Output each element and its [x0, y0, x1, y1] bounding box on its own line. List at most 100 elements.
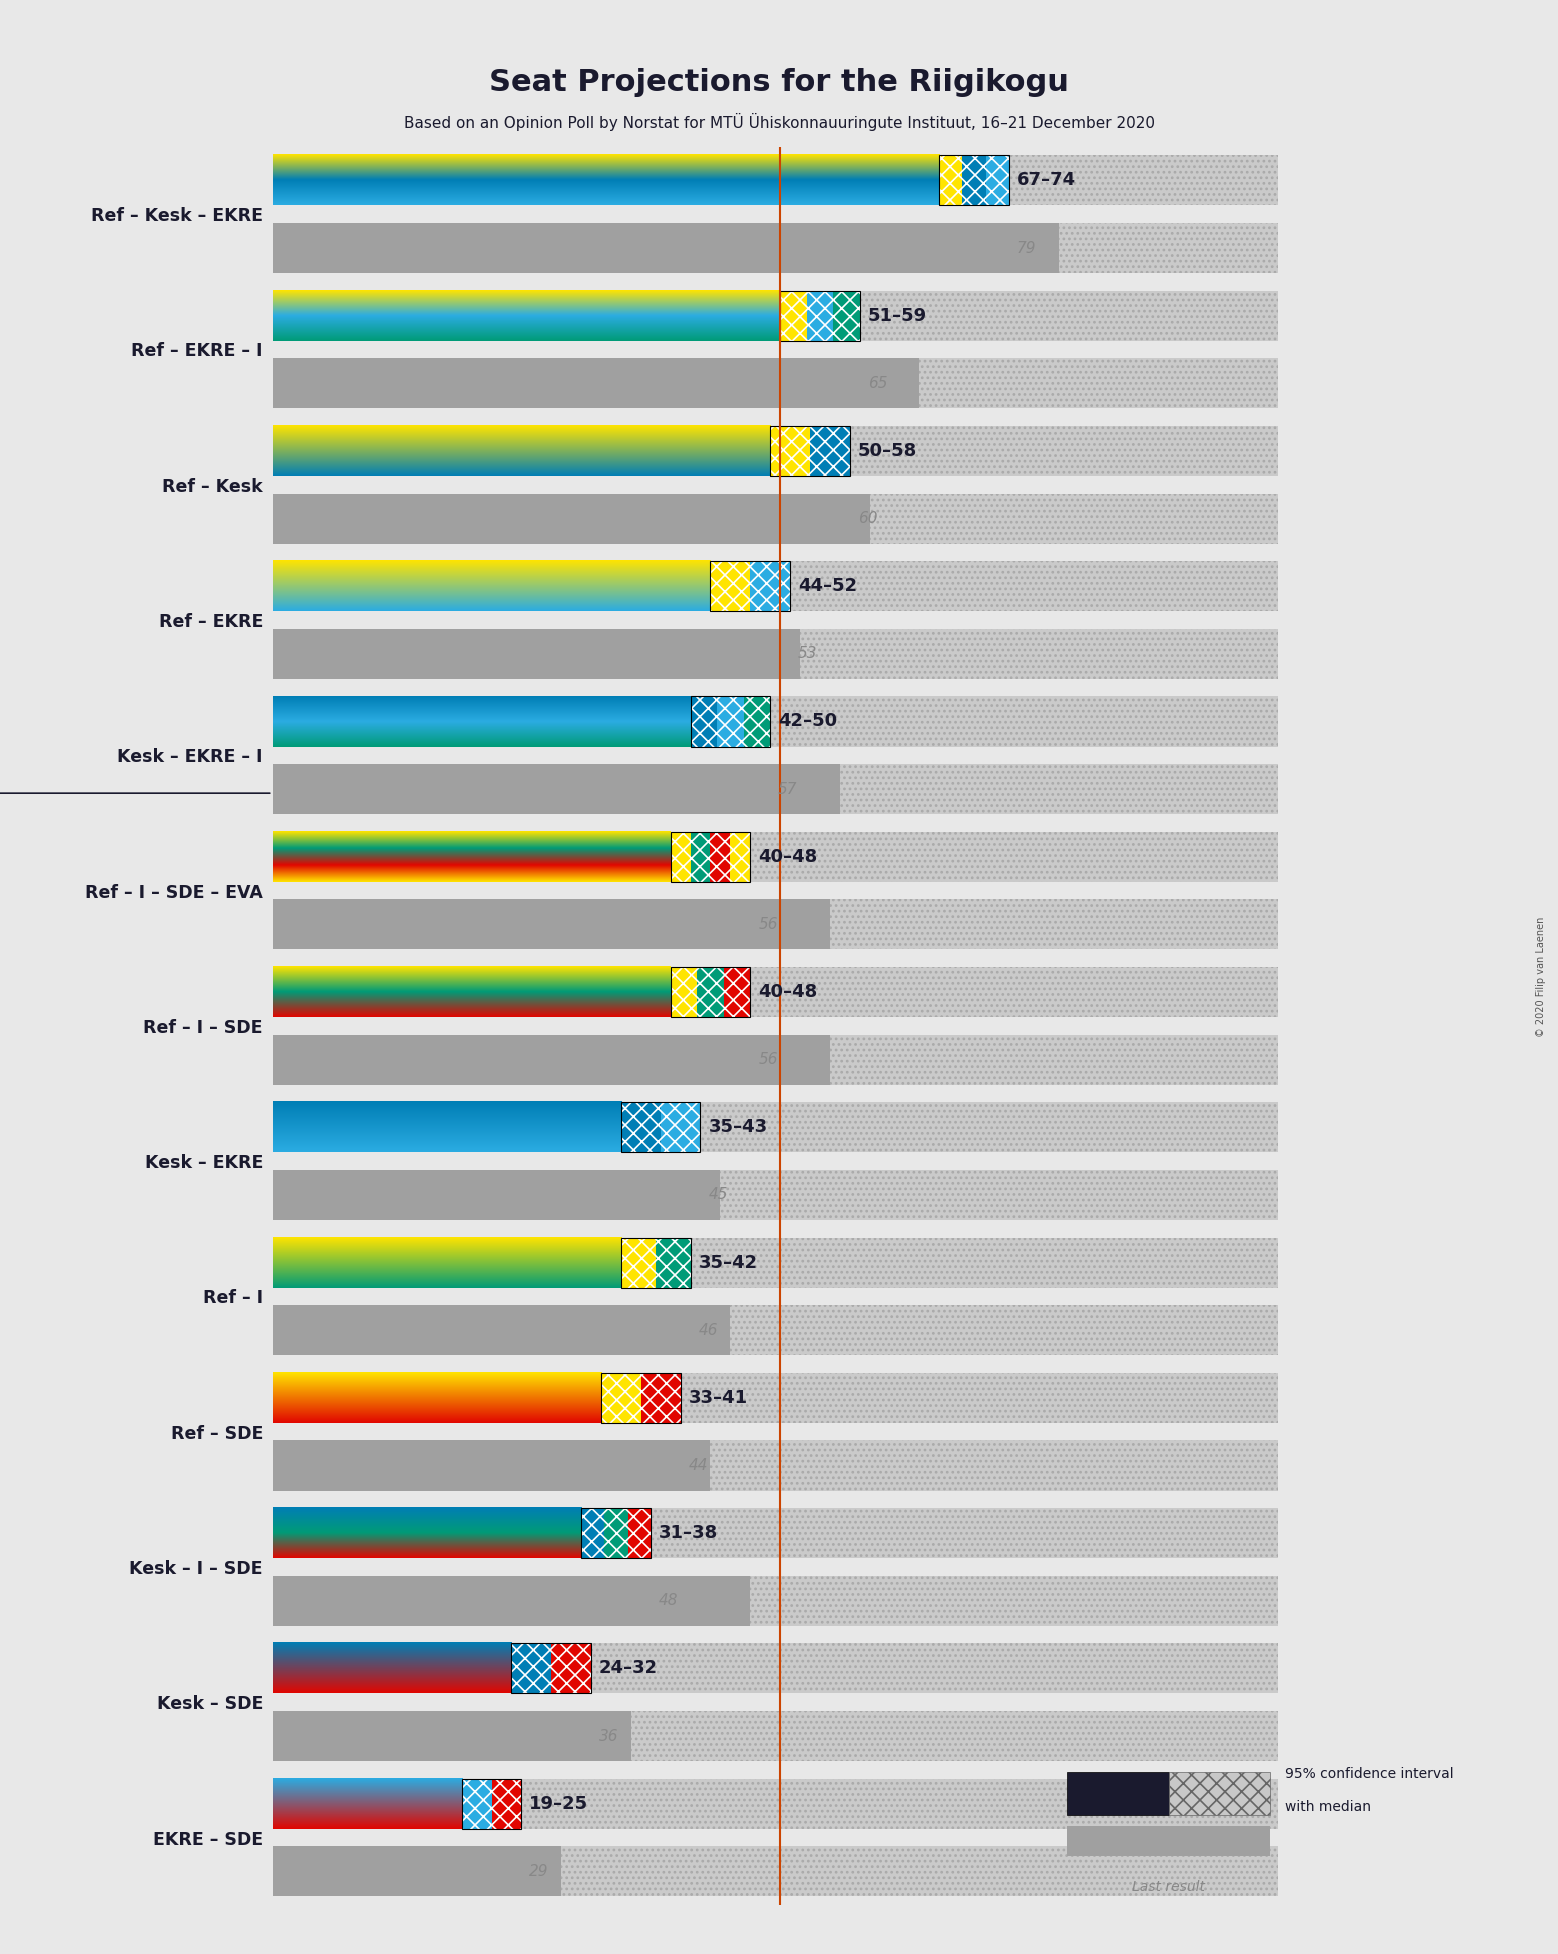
Text: 35–43: 35–43 — [709, 1118, 768, 1137]
Bar — [710, 561, 751, 612]
Bar — [273, 156, 1278, 205]
Bar — [273, 156, 1278, 205]
Bar — [963, 156, 986, 205]
Bar — [690, 832, 710, 881]
Bar — [511, 1643, 552, 1694]
Bar — [552, 1643, 590, 1694]
Text: Last result: Last result — [1133, 1880, 1204, 1893]
Bar — [273, 426, 1278, 477]
Text: 48: 48 — [659, 1593, 678, 1608]
Bar — [710, 832, 731, 881]
Bar — [628, 1508, 651, 1557]
Bar — [581, 1508, 605, 1557]
Text: 40–48: 40–48 — [759, 848, 818, 866]
Bar — [273, 1237, 1278, 1288]
Bar — [986, 156, 1010, 205]
Bar — [461, 1778, 522, 1829]
Bar — [273, 223, 1278, 274]
Bar — [751, 561, 790, 612]
Bar — [601, 1374, 640, 1423]
Bar — [622, 1102, 701, 1153]
Text: 45: 45 — [709, 1188, 728, 1202]
Text: 56: 56 — [759, 916, 777, 932]
Bar — [622, 1237, 690, 1288]
Text: 95% confidence interval: 95% confidence interval — [1285, 1766, 1454, 1782]
Bar — [273, 1847, 1278, 1895]
Bar — [731, 832, 751, 881]
Bar — [273, 1170, 1278, 1219]
Bar — [273, 1305, 1278, 1356]
Bar — [273, 1374, 1278, 1423]
Bar — [724, 967, 751, 1016]
Text: 46: 46 — [698, 1323, 718, 1338]
Bar — [273, 629, 799, 678]
Text: 44–52: 44–52 — [798, 576, 857, 596]
Bar — [273, 291, 1278, 340]
Bar — [461, 1778, 491, 1829]
Bar — [273, 426, 1278, 477]
Bar — [670, 832, 690, 881]
Bar — [605, 1508, 628, 1557]
Text: 33–41: 33–41 — [689, 1389, 748, 1407]
Bar — [696, 967, 724, 1016]
Bar — [581, 1508, 605, 1557]
Bar — [273, 223, 1059, 274]
Bar — [622, 1102, 661, 1153]
Bar — [273, 1170, 720, 1219]
Bar — [273, 1508, 1278, 1557]
Bar — [491, 1778, 522, 1829]
Bar — [461, 1778, 491, 1829]
Bar — [273, 494, 869, 543]
Bar — [690, 696, 717, 746]
Bar — [273, 1237, 1278, 1288]
Bar — [743, 696, 770, 746]
Bar — [273, 629, 1278, 678]
Bar — [273, 1440, 710, 1491]
Bar — [273, 1305, 731, 1356]
Bar — [581, 1508, 651, 1557]
Bar — [273, 561, 1278, 612]
Bar — [273, 1034, 1278, 1084]
Bar — [670, 967, 696, 1016]
Bar — [273, 967, 1278, 1016]
Bar — [963, 156, 986, 205]
Bar — [622, 1102, 661, 1153]
Bar — [696, 967, 724, 1016]
Bar — [939, 156, 1010, 205]
Bar — [670, 967, 696, 1016]
Bar — [670, 967, 751, 1016]
Bar — [273, 899, 830, 950]
Bar — [273, 629, 1278, 678]
Bar — [640, 1374, 681, 1423]
Bar — [670, 832, 751, 881]
Bar — [781, 291, 807, 340]
Bar — [273, 967, 1278, 1016]
Bar — [628, 1508, 651, 1557]
Bar — [273, 1102, 1278, 1153]
Text: 24–32: 24–32 — [598, 1659, 657, 1677]
Bar — [601, 1374, 681, 1423]
Bar — [743, 696, 770, 746]
Bar — [273, 494, 1278, 543]
Bar — [273, 291, 1278, 340]
Bar — [770, 426, 810, 477]
Bar — [273, 1778, 1278, 1829]
Bar — [656, 1237, 690, 1288]
Bar — [273, 832, 1278, 881]
Text: 35–42: 35–42 — [698, 1254, 757, 1272]
Bar — [273, 899, 1278, 950]
Bar — [717, 696, 743, 746]
Bar — [273, 1575, 1278, 1626]
Text: 36: 36 — [598, 1729, 619, 1743]
Bar — [273, 358, 1278, 408]
Text: 60: 60 — [858, 512, 877, 526]
Bar — [690, 696, 717, 746]
Bar — [810, 426, 849, 477]
Bar — [724, 967, 751, 1016]
Text: 53: 53 — [798, 647, 818, 660]
Bar — [273, 561, 1278, 612]
Bar — [770, 426, 810, 477]
Bar — [273, 1575, 1278, 1626]
Bar — [552, 1643, 590, 1694]
Text: 57: 57 — [777, 782, 798, 797]
